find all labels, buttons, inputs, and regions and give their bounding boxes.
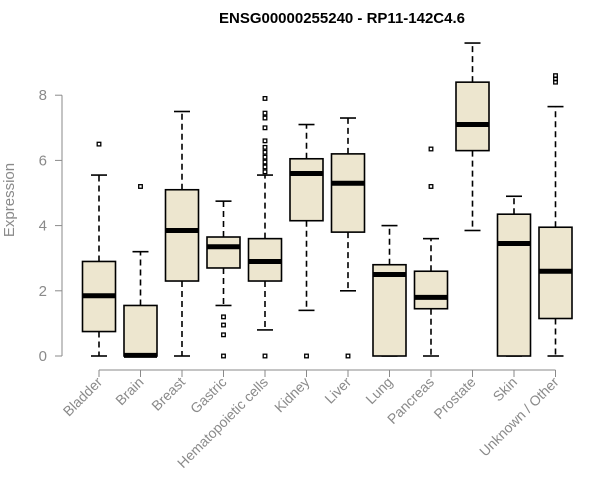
box-iqr (123, 304, 158, 357)
outlier-point (221, 314, 226, 320)
outlier-point (262, 149, 268, 155)
outlier-point (221, 322, 226, 328)
x-tick-label: Brain (112, 374, 146, 408)
outlier-point (262, 144, 268, 150)
outlier-point (262, 164, 268, 170)
box-iqr (206, 236, 241, 269)
box-iqr (413, 270, 449, 310)
box-pancreas (413, 146, 449, 357)
y-tick-label: 2 (39, 283, 47, 300)
outlier-point (262, 115, 268, 121)
box-bladder (81, 141, 117, 357)
box-kidney (289, 123, 324, 359)
box-hematopoietic-cells (247, 96, 283, 359)
y-axis-label: Expression (1, 163, 18, 237)
box-skin (496, 195, 532, 357)
outlier-point (221, 353, 226, 359)
outlier-point (262, 353, 268, 359)
y-axis: 0 2 4 6 8 (39, 87, 63, 365)
box-lung (372, 224, 407, 357)
outlier-point (262, 169, 268, 175)
outlier-point (428, 184, 434, 189)
x-tick-label: Prostate (430, 374, 478, 422)
x-tick-label: Lung (362, 374, 395, 407)
boxes-group (81, 42, 573, 359)
y-tick-label: 4 (39, 218, 47, 235)
outlier-point (553, 73, 558, 79)
x-tick-label: Breast (148, 374, 188, 414)
box-iqr (330, 153, 366, 233)
box-breast (164, 110, 200, 357)
outlier-point (96, 141, 102, 147)
box-prostate (455, 42, 490, 232)
outlier-point (262, 125, 268, 131)
box-iqr (455, 81, 490, 152)
x-tick-label: Unknown / Other (476, 374, 562, 460)
chart-title: ENSG00000255240 - RP11-142C4.6 (219, 10, 465, 27)
outlier-point (262, 96, 268, 101)
x-tick-label: Skin (490, 374, 521, 405)
box-iqr (164, 188, 200, 282)
box-iqr (289, 157, 324, 222)
box-iqr (372, 263, 407, 357)
x-tick-label: Kidney (271, 374, 313, 416)
box-brain (123, 184, 158, 358)
box-iqr (496, 213, 532, 357)
x-tick-label: Bladder (60, 374, 106, 420)
box-gastric (206, 200, 241, 359)
outlier-point (262, 159, 268, 165)
x-tick-label: Liver (321, 374, 354, 407)
outlier-point (262, 138, 268, 144)
outlier-point (262, 110, 268, 116)
y-tick-label: 6 (39, 152, 47, 169)
outlier-point (304, 353, 309, 359)
outlier-point (345, 353, 351, 359)
y-tick-label: 0 (39, 348, 47, 365)
outlier-point (428, 146, 434, 152)
box-unknown-other (538, 73, 573, 357)
y-tick-label: 8 (39, 87, 47, 104)
outlier-point (138, 184, 143, 189)
box-liver (330, 117, 366, 359)
outlier-point (221, 332, 226, 338)
outlier-point (262, 154, 268, 160)
